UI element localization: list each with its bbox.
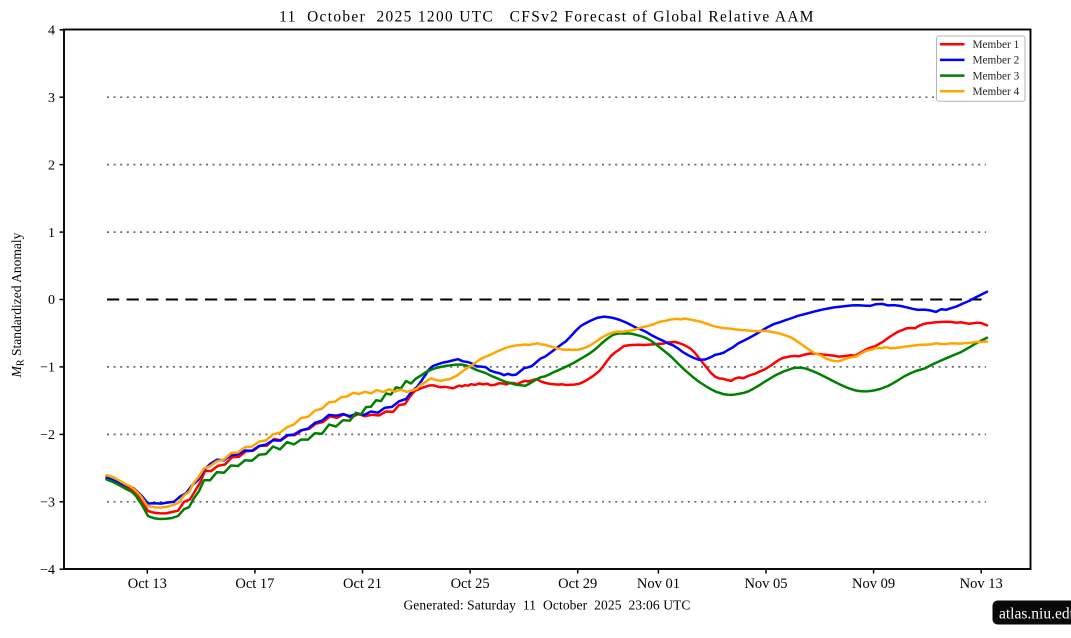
svg-text:−2: −2 bbox=[40, 428, 55, 443]
svg-text:Oct 29: Oct 29 bbox=[558, 576, 597, 592]
svg-text:Oct 17: Oct 17 bbox=[235, 576, 274, 592]
svg-text:Oct 21: Oct 21 bbox=[343, 576, 382, 592]
svg-text:Member 3: Member 3 bbox=[973, 70, 1020, 82]
svg-text:−4: −4 bbox=[40, 563, 55, 578]
svg-text:Generated: Saturday 11 Octob: Generated: Saturday 11 October 2025 23:0… bbox=[403, 598, 690, 613]
svg-text:1: 1 bbox=[48, 226, 55, 241]
svg-text:Nov 01: Nov 01 bbox=[637, 576, 680, 592]
svg-text:4: 4 bbox=[48, 24, 55, 39]
svg-text:Member 1: Member 1 bbox=[973, 39, 1020, 51]
svg-text:MR Standardized Anomaly: MR Standardized Anomaly bbox=[9, 232, 27, 378]
svg-text:3: 3 bbox=[48, 91, 55, 106]
svg-text:0: 0 bbox=[48, 293, 55, 308]
svg-text:−1: −1 bbox=[40, 361, 55, 376]
svg-text:atlas.niu.edu: atlas.niu.edu bbox=[999, 606, 1071, 623]
svg-text:2: 2 bbox=[48, 158, 55, 173]
svg-text:Member 2: Member 2 bbox=[973, 55, 1020, 67]
svg-text:Oct 13: Oct 13 bbox=[128, 576, 167, 592]
svg-text:11 October 2025 1200 UTC C: 11 October 2025 1200 UTC CFSv2 Forecast … bbox=[279, 9, 815, 26]
svg-text:Member 4: Member 4 bbox=[973, 86, 1020, 98]
svg-text:Nov 09: Nov 09 bbox=[852, 576, 895, 592]
svg-text:Nov 05: Nov 05 bbox=[744, 576, 787, 592]
svg-text:Oct 25: Oct 25 bbox=[451, 576, 490, 592]
svg-text:−3: −3 bbox=[40, 496, 55, 511]
svg-text:Nov 13: Nov 13 bbox=[960, 576, 1003, 592]
